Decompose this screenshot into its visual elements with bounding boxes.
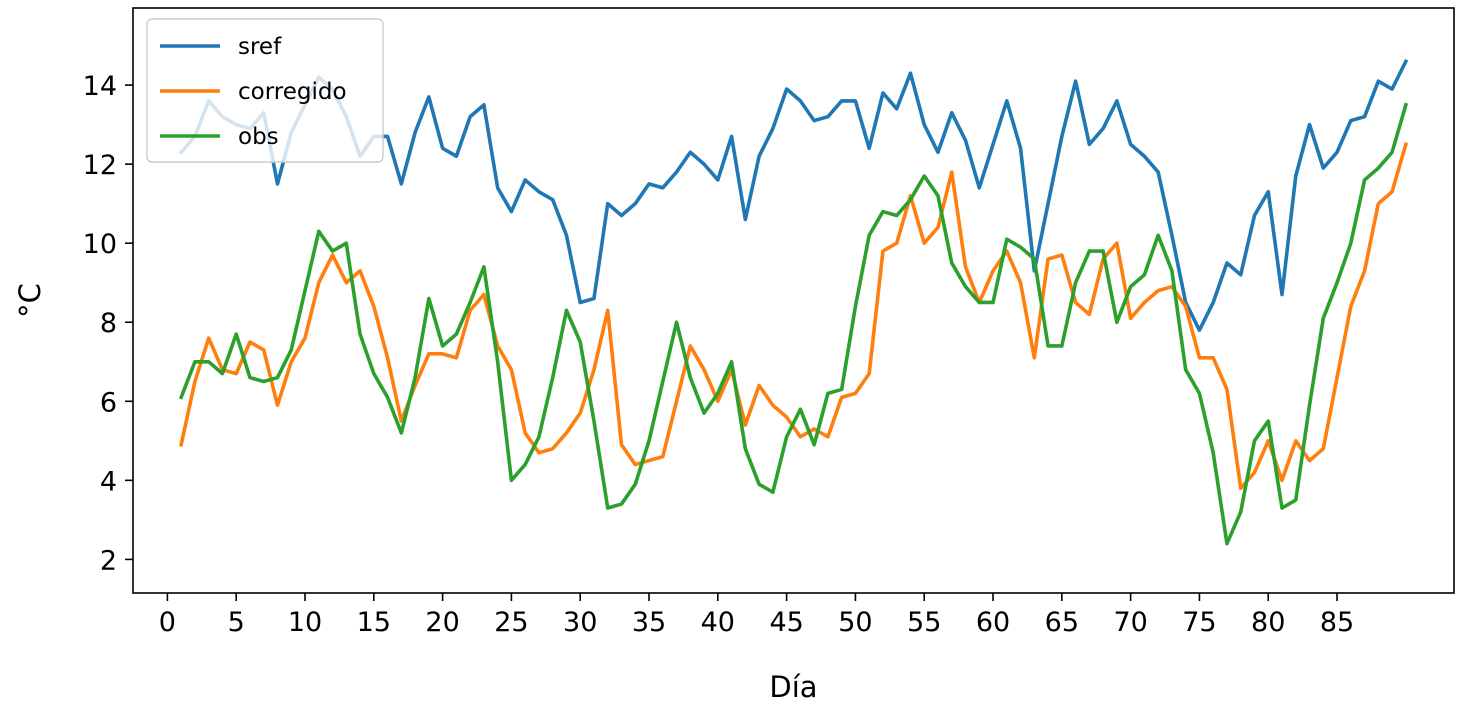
- x-tick-label: 75: [1182, 607, 1216, 638]
- plot-frame: [132, 7, 1455, 594]
- x-tick-label: 15: [357, 607, 391, 638]
- y-tick-label: 2: [100, 545, 117, 576]
- x-tick-label: 50: [838, 607, 872, 638]
- x-axis: 0 5 10 15 20 25 30 35 40 45 50 55 60 65 70 75 80 85: [159, 593, 1354, 638]
- x-tick-label: 80: [1251, 607, 1285, 638]
- x-tick-label: 60: [976, 607, 1010, 638]
- legend-label-obs: obs: [238, 124, 279, 150]
- series-layer: [178, 58, 1409, 546]
- x-tick-label: 70: [1113, 607, 1147, 638]
- y-tick-label: 8: [100, 308, 117, 339]
- x-tick-label: 20: [425, 607, 459, 638]
- x-tick-label: 65: [1045, 607, 1079, 638]
- y-axis: 2 4 6 8 10 12 14: [83, 71, 133, 576]
- x-tick-label: 40: [701, 607, 735, 638]
- x-axis-title: Día: [769, 670, 817, 704]
- legend-box: [146, 18, 384, 163]
- x-tick-label: 35: [632, 607, 666, 638]
- y-tick-label: 14: [83, 71, 117, 102]
- series-line-obs: [178, 102, 1409, 546]
- x-tick-label: 10: [288, 607, 322, 638]
- legend-label-corregido: corregido: [238, 79, 347, 105]
- x-tick-label: 30: [563, 607, 597, 638]
- x-tick-label: 5: [228, 607, 245, 638]
- y-tick-label: 6: [100, 387, 117, 418]
- legend: sref corregido obs: [146, 18, 384, 163]
- y-axis-title: °C: [13, 283, 47, 318]
- x-tick-label: 45: [769, 607, 803, 638]
- x-tick-label: 0: [159, 607, 176, 638]
- x-tick-label: 85: [1320, 607, 1354, 638]
- series-line-sref: [178, 58, 1409, 332]
- y-tick-label: 4: [100, 466, 117, 497]
- y-tick-label: 12: [83, 150, 117, 181]
- x-tick-label: 25: [494, 607, 528, 638]
- legend-label-sref: sref: [238, 34, 282, 60]
- x-tick-label: 55: [907, 607, 941, 638]
- y-tick-label: 10: [83, 229, 117, 260]
